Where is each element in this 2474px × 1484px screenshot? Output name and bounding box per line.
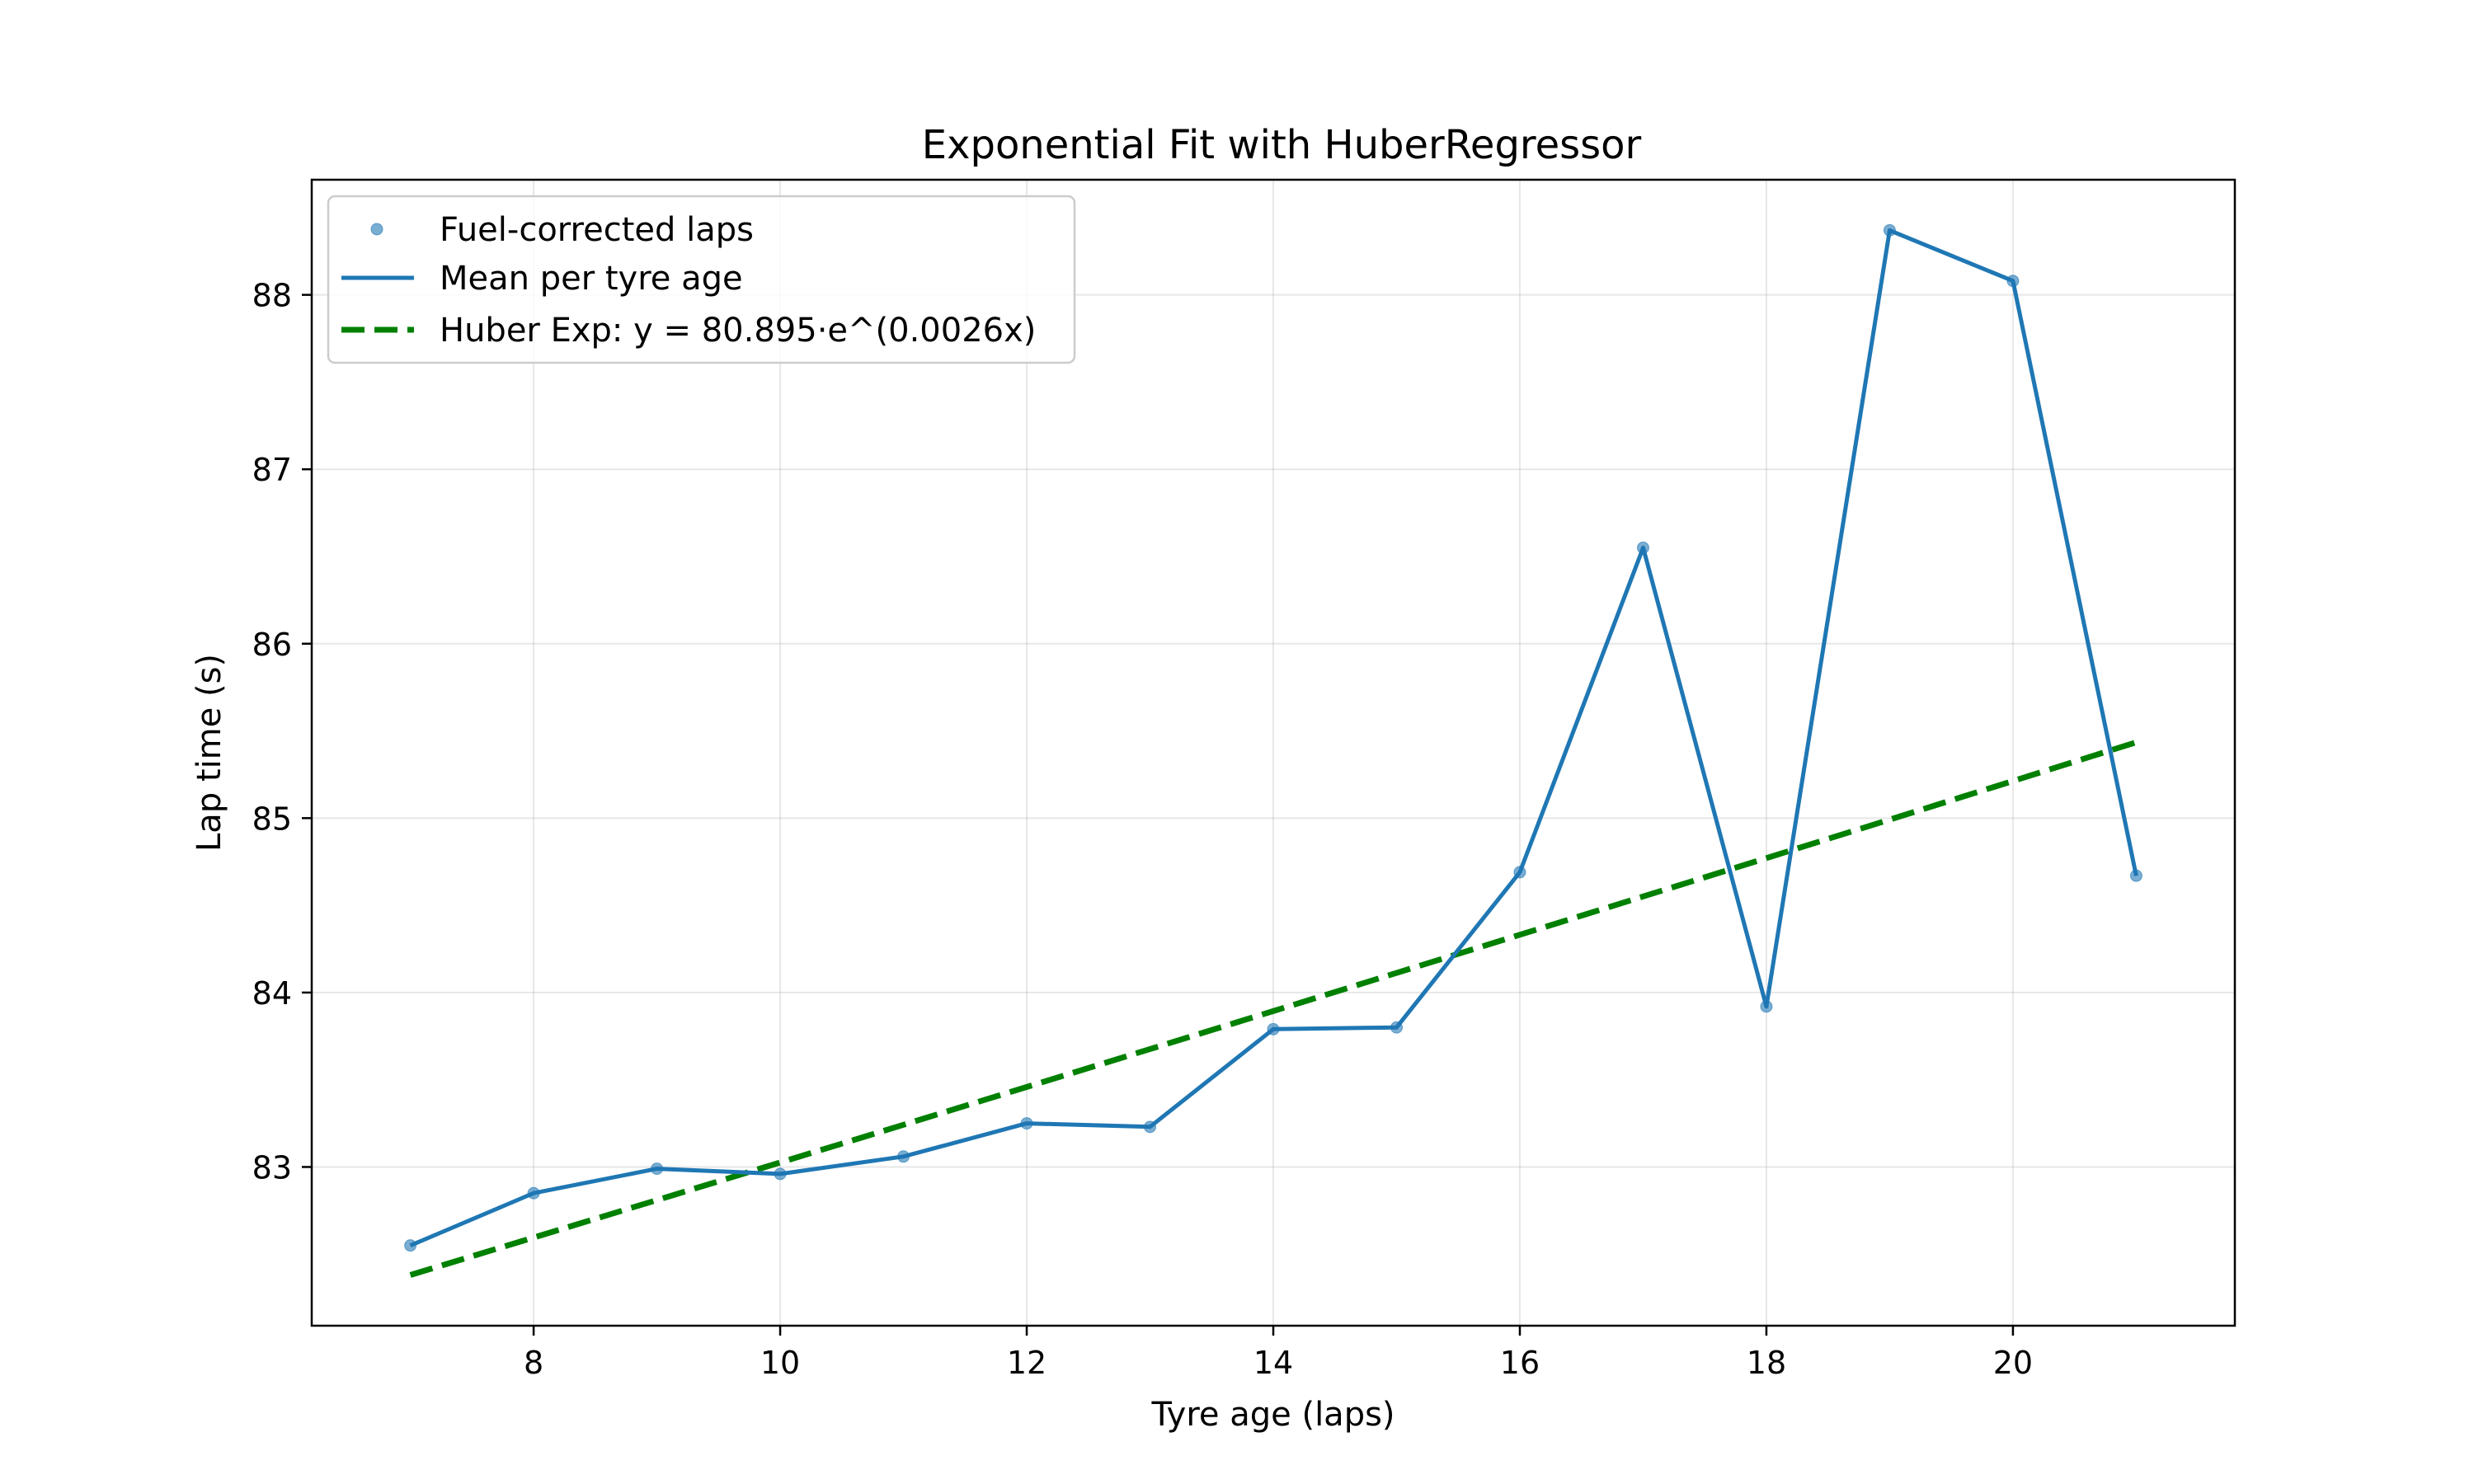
legend-label-mean-line: Mean per tyre age (440, 260, 743, 298)
fit-layer (409, 740, 2138, 1278)
point-layer (404, 223, 2142, 1252)
y-tick-label: 83 (252, 1149, 292, 1186)
legend-frame (327, 195, 1076, 364)
x-tick-label: 8 (524, 1345, 543, 1381)
scatter-point (404, 1239, 417, 1252)
huber-fit-line (409, 740, 2138, 1278)
x-axis-ticks: 8 10 12 14 16 18 20 (524, 1326, 2033, 1381)
scatter-point (1760, 1000, 1773, 1013)
y-tick-label: 86 (252, 627, 292, 663)
chart-title: Exponential Fit with HuberRegressor (922, 122, 1642, 168)
scatter-point (897, 1150, 910, 1163)
y-tick-label: 85 (252, 801, 292, 837)
grid (312, 180, 2235, 1326)
y-tick-label: 87 (252, 452, 292, 488)
scatter-point (774, 1167, 787, 1181)
scatter-point (2129, 869, 2142, 882)
legend-label-fit-line: Huber Exp: y = 80.895·e^(0.0026x) (440, 312, 1036, 350)
scatter-point (651, 1162, 664, 1176)
scatter-point (1636, 541, 1649, 554)
scatter-point (1267, 1022, 1280, 1036)
scatter-point (1020, 1117, 1033, 1130)
scatter-point (1390, 1021, 1403, 1034)
x-tick-label: 10 (760, 1345, 800, 1381)
x-tick-label: 14 (1253, 1345, 1293, 1381)
scatter-point (2006, 275, 2020, 288)
scatter-point (1513, 866, 1526, 879)
x-axis-label: Tyre age (laps) (1150, 1396, 1395, 1434)
scatter-point (527, 1186, 540, 1200)
x-tick-label: 12 (1007, 1345, 1047, 1381)
y-axis-ticks: 83 84 85 86 87 88 (252, 278, 312, 1186)
scatter-point (1144, 1120, 1157, 1134)
x-tick-label: 18 (1747, 1345, 1786, 1381)
x-tick-label: 16 (1500, 1345, 1540, 1381)
legend: Fuel-corrected laps Mean per tyre age Hu… (327, 195, 1076, 364)
x-tick-label: 20 (1993, 1345, 2033, 1381)
scatter-point (1883, 223, 1896, 237)
y-tick-label: 88 (252, 278, 292, 314)
y-axis-label: Lap time (s) (190, 654, 228, 852)
y-tick-label: 84 (252, 975, 292, 1012)
legend-label-scatter: Fuel-corrected laps (440, 211, 754, 249)
legend-marker-scatter (370, 223, 383, 236)
